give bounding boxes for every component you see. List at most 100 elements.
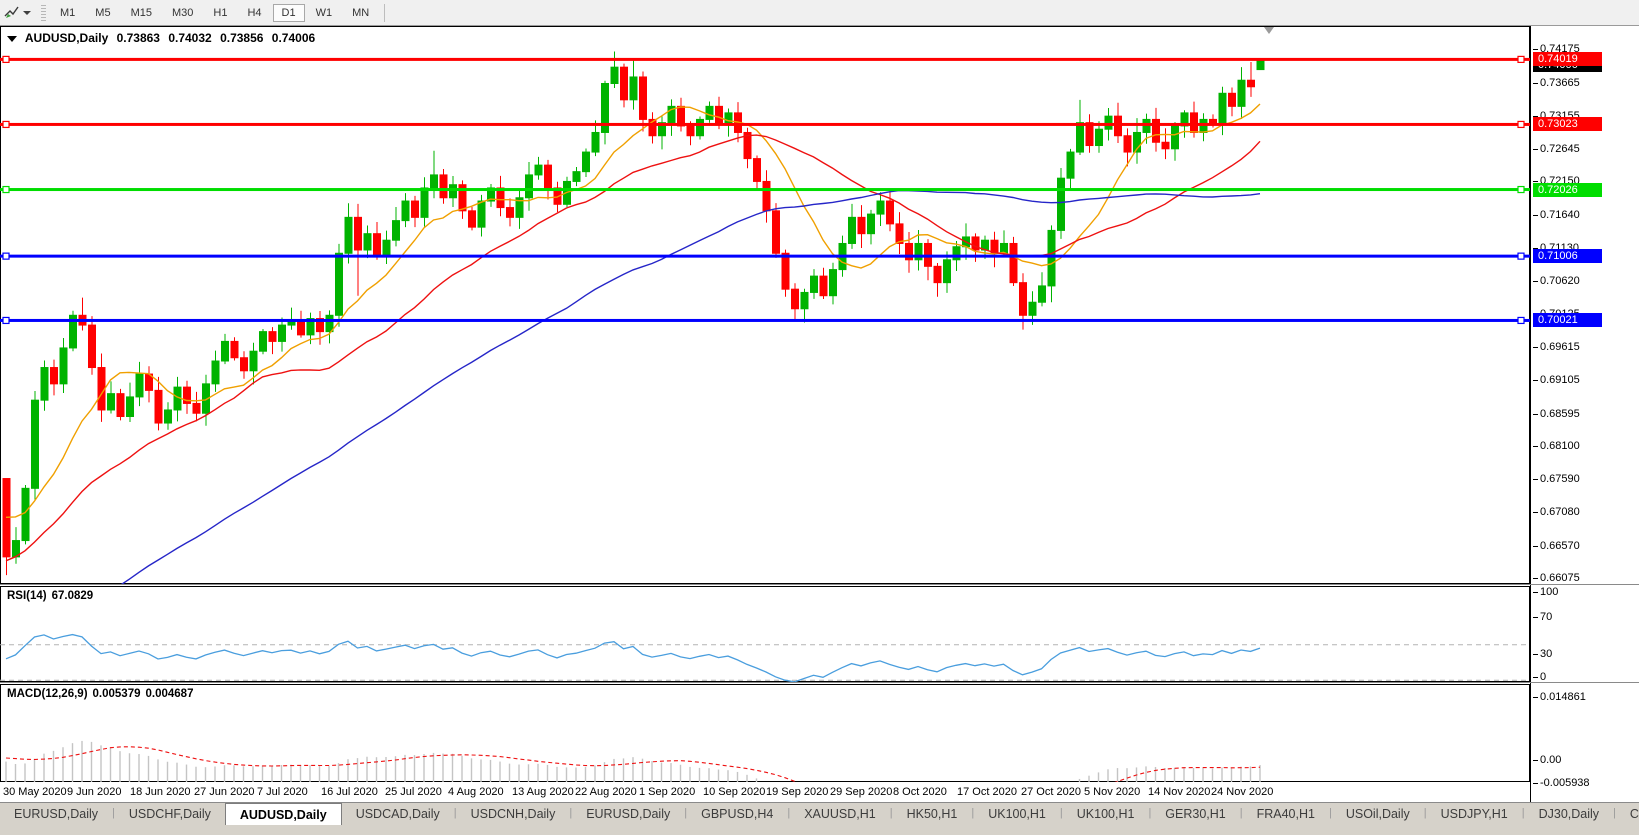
chart-tab-bar: EURUSD,Daily | USDCHF,Daily AUDUSD,Daily USD… <box>0 802 1639 835</box>
hline-price-badge: 0.74019 <box>1533 52 1602 66</box>
chart-tab-audusd-daily[interactable]: AUDUSD,Daily <box>224 803 342 825</box>
timeframe-button-h4[interactable]: H4 <box>247 6 262 19</box>
timeframe-button-w1[interactable]: W1 <box>315 6 333 19</box>
chart-tab-uk100-h1[interactable]: UK100,H1 <box>988 807 1046 821</box>
macd-axis-label: 0.00 <box>1532 754 1562 766</box>
hline-0.73023[interactable] <box>0 120 1530 129</box>
date-label: 24 Nov 2020 <box>1211 786 1274 798</box>
panel-splitter[interactable] <box>0 584 1639 585</box>
tab-separator: | <box>1423 807 1427 819</box>
date-label: 30 May 2020 <box>3 786 67 798</box>
hline-0.74019[interactable] <box>0 55 1530 64</box>
tab-separator: | <box>889 807 893 819</box>
chart-tab-usdchf-daily[interactable]: USDCHF,Daily <box>128 807 211 821</box>
date-label: 1 Sep 2020 <box>639 786 696 798</box>
rsi-subchart[interactable] <box>0 586 1530 682</box>
hline-price-badge: 0.70021 <box>1533 313 1602 327</box>
date-label: 9 Jun 2020 <box>67 786 122 798</box>
macd-axis-label: 0.014861 <box>1533 691 1586 703</box>
tab-separator: | <box>1521 807 1525 819</box>
rsi-label: RSI(14) 67.0829 <box>7 590 94 602</box>
main-price-chart[interactable] <box>0 26 1530 584</box>
hline-0.72026[interactable] <box>0 185 1530 194</box>
rsi-axis-label: 30 <box>1532 648 1553 660</box>
chart-tab-usdjpy-h1[interactable]: USDJPY,H1 <box>1440 807 1508 821</box>
open-value: 0.73863 <box>116 31 160 45</box>
ma-slow-line <box>120 189 1261 584</box>
chart-tab-dj30-daily[interactable]: DJ30,Daily <box>1538 807 1600 821</box>
rsi-axis-label: 70 <box>1532 611 1553 623</box>
date-label: 14 Nov 2020 <box>1148 786 1211 798</box>
close-value: 0.74006 <box>271 31 316 45</box>
high-value: 0.74032 <box>168 31 212 45</box>
price-tick-label: 0.73665 <box>1533 77 1580 89</box>
date-axis[interactable]: 30 May 2020 9 Jun 2020 18 Jun 2020 27 Jun 2… <box>0 782 1530 802</box>
timeframe-buttons: M1 M5 M15 M30 H1 H4 D1 W1 MN <box>50 3 379 22</box>
rsi-axis-label: 0 <box>1532 671 1547 683</box>
chart-tab-eurusd-daily[interactable]: EURUSD,Daily <box>14 807 99 821</box>
low-value: 0.73856 <box>220 31 264 45</box>
crosshair-tool-icon[interactable] <box>3 4 20 21</box>
timeframe-button-m5[interactable]: M5 <box>95 6 111 19</box>
date-label: 27 Oct 2020 <box>1021 786 1081 798</box>
date-label: 29 Sep 2020 <box>830 786 893 798</box>
chart-title: AUDUSD,Daily 0.73863 0.74032 0.73856 0.7… <box>7 31 320 45</box>
chart-tab-china300-h1[interactable]: CHINA300,H1 <box>1629 807 1639 821</box>
tab-separator: | <box>569 807 573 819</box>
tab-separator: | <box>1613 807 1616 819</box>
timeframe-button-m30[interactable]: M30 <box>171 6 194 19</box>
date-label: 22 Aug 2020 <box>575 786 637 798</box>
date-label: 27 Jun 2020 <box>194 786 255 798</box>
date-label: 18 Jun 2020 <box>130 786 191 798</box>
hline-0.71006[interactable] <box>0 252 1530 260</box>
toolbar-grip-handle[interactable] <box>41 4 46 21</box>
hline-price-badge: 0.72026 <box>1533 183 1602 197</box>
price-tick-label: 0.67590 <box>1533 473 1580 485</box>
tab-separator: | <box>787 807 791 819</box>
quote-panel-caret-icon[interactable] <box>7 36 17 42</box>
price-tick-label: 0.68595 <box>1533 408 1580 420</box>
chart-tab-fra40-h1[interactable]: FRA40,H1 <box>1256 807 1315 821</box>
price-tick-label: 0.69105 <box>1533 374 1580 386</box>
timeframe-button-d1[interactable]: D1 <box>272 3 305 22</box>
chart-tab-xauusd-h1[interactable]: XAUUSD,H1 <box>804 807 876 821</box>
date-label: 8 Oct 2020 <box>893 786 947 798</box>
chart-shift-marker-icon[interactable] <box>1264 27 1274 34</box>
hline-price-badge: 0.73023 <box>1533 117 1602 131</box>
tool-dropdown-caret-icon[interactable] <box>23 10 31 15</box>
date-label: 19 Sep 2020 <box>766 786 829 798</box>
tab-separator: | <box>684 807 688 819</box>
chart-tab-hk50-h1[interactable]: HK50,H1 <box>906 807 958 821</box>
timeframe-button-h1[interactable]: H1 <box>213 6 228 19</box>
price-tick-label: 0.69615 <box>1533 341 1580 353</box>
chart-tab-usoil-daily[interactable]: USOil,Daily <box>1345 807 1410 821</box>
chart-tab-gbpusd-h4[interactable]: GBPUSD,H4 <box>701 807 774 821</box>
timeframe-button-m15[interactable]: M15 <box>130 6 152 19</box>
tab-separator: | <box>453 807 457 819</box>
ma-fast-line <box>5 103 1261 518</box>
price-tick-label: 0.71640 <box>1533 209 1580 221</box>
chart-tab-usdcnh-daily[interactable]: USDCNH,Daily <box>470 807 556 821</box>
timeframe-button-mn[interactable]: MN <box>352 6 370 19</box>
price-axis[interactable]: 0.74175 0.73665 0.73155 0.72645 0.72150 0.716… <box>1530 26 1639 802</box>
price-tick-label: 0.70620 <box>1533 275 1580 287</box>
date-label: 13 Aug 2020 <box>512 786 574 798</box>
rsi-axis-label: 100 <box>1532 586 1559 598</box>
tab-separator: | <box>1148 807 1152 819</box>
tab-separator: | <box>1059 807 1063 819</box>
tab-separator: | <box>112 807 115 819</box>
chart-area <box>0 26 1639 802</box>
chart-tab-eurusd-daily[interactable]: EURUSD,Daily <box>586 807 671 821</box>
panel-splitter[interactable] <box>0 682 1639 683</box>
hline-0.70021[interactable] <box>0 316 1530 325</box>
timeframe-button-m1[interactable]: M1 <box>60 6 76 19</box>
macd-subchart[interactable] <box>0 684 1530 782</box>
price-tick-label: 0.67080 <box>1533 506 1580 518</box>
chart-tab-uk100-h1[interactable]: UK100,H1 <box>1076 807 1135 821</box>
price-tick-label: 0.68100 <box>1533 440 1580 452</box>
chart-tab-usdcad-daily[interactable]: USDCAD,Daily <box>355 807 440 821</box>
price-tick-label: 0.66075 <box>1533 572 1580 584</box>
date-label: 17 Oct 2020 <box>957 786 1017 798</box>
chart-tab-ger30-h1[interactable]: GER30,H1 <box>1165 807 1226 821</box>
